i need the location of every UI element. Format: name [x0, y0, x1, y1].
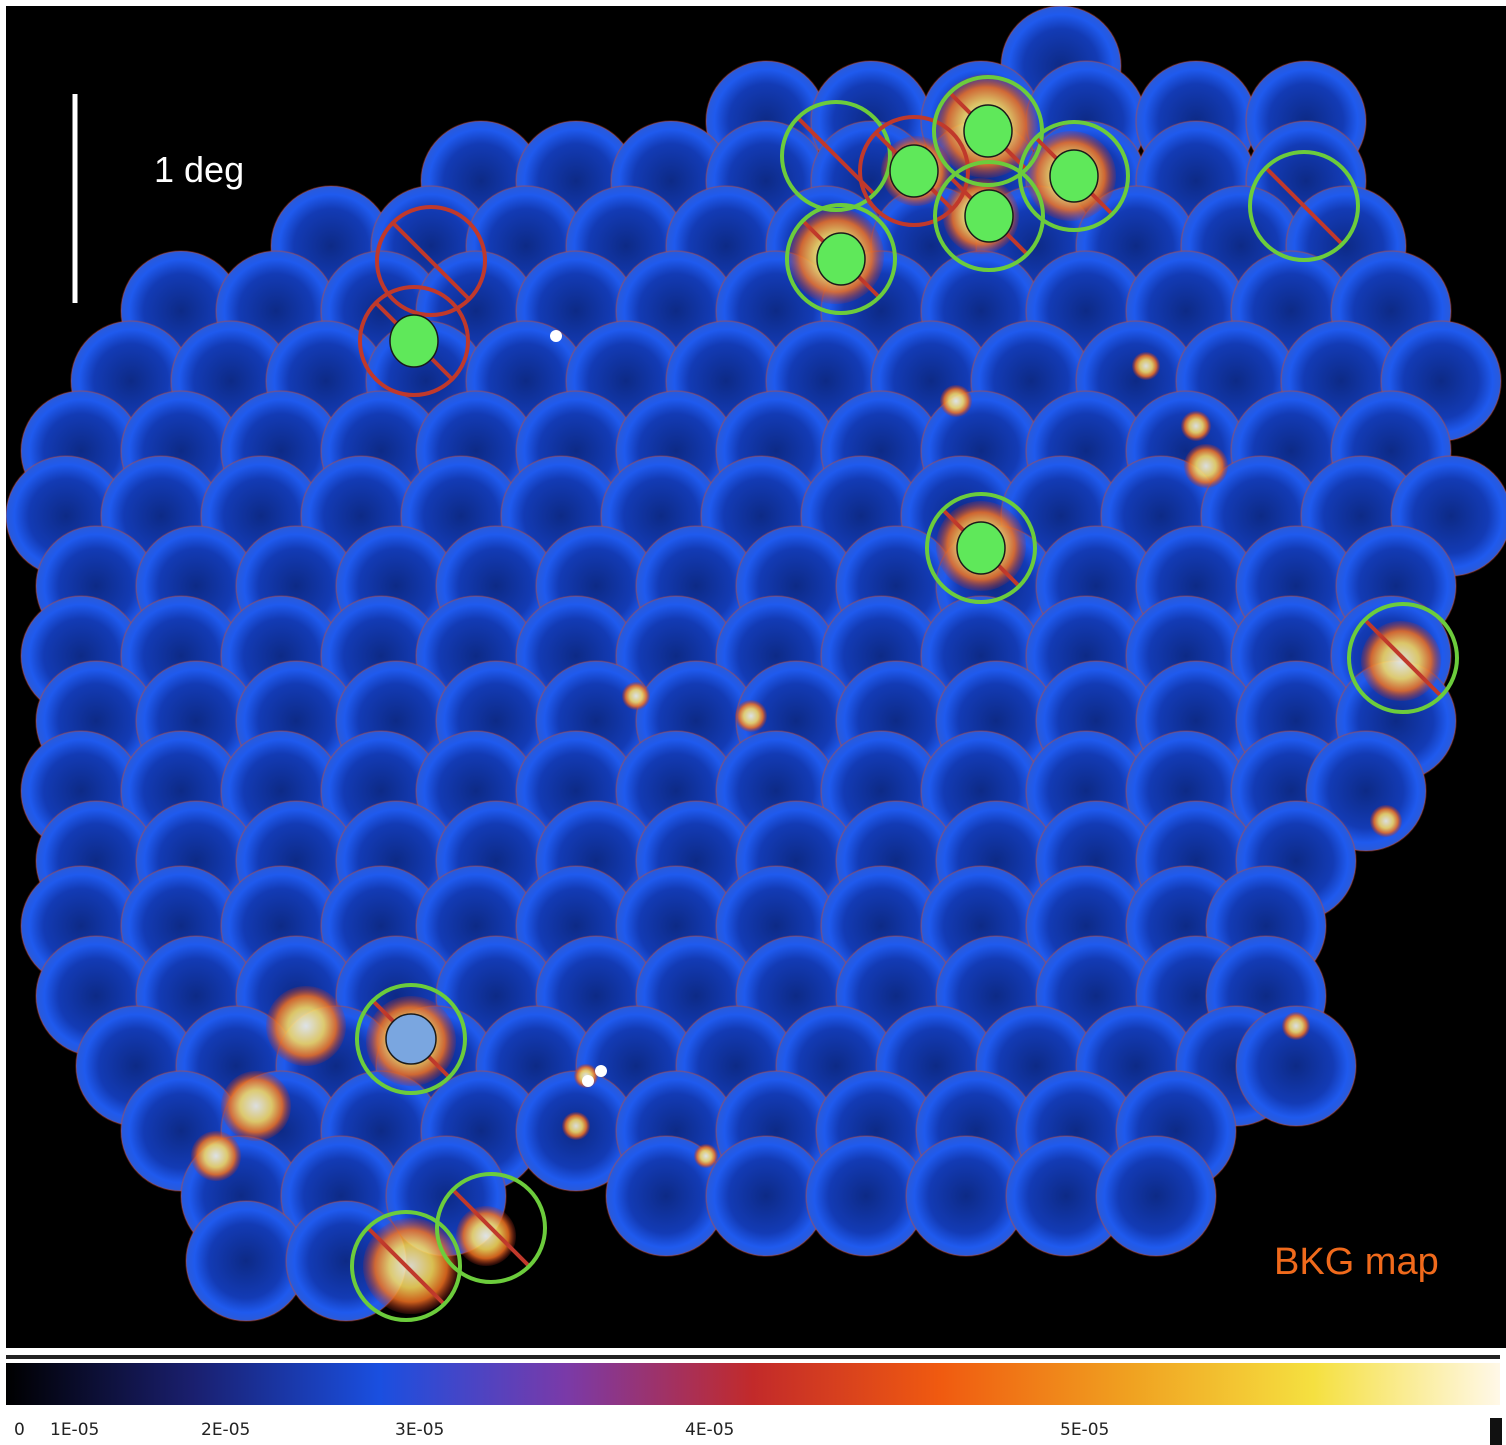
bright-emission-spot: [735, 700, 767, 732]
green-source-marker: [389, 314, 439, 368]
bright-emission-spot: [221, 1071, 291, 1141]
colorbar-ticks: 0 1E-05 2E-05 3E-05 4E-05 5E-05: [0, 1420, 1506, 1445]
pointing-tile: [1095, 1135, 1217, 1257]
selected-field-ring: [925, 492, 1037, 604]
bright-emission-spot: [1370, 805, 1402, 837]
bright-emission-spot: [1184, 444, 1228, 488]
bright-emission-spot: [363, 1218, 459, 1314]
point-source: [595, 1065, 607, 1077]
bright-emission-spot: [1132, 352, 1160, 380]
exclusion-strike-line: [365, 1225, 447, 1307]
colorbar-tick-label: 2E-05: [201, 1420, 251, 1440]
selected-field-ring: [435, 1172, 547, 1284]
selected-field-ring: [1018, 120, 1130, 232]
selected-field-ring: [350, 1210, 462, 1322]
bright-emission-spot: [622, 682, 650, 710]
bright-emission-spot: [456, 1206, 516, 1266]
bright-emission-spot: [191, 1131, 241, 1181]
colorbar-tick-label: 0: [14, 1420, 25, 1440]
point-source: [550, 330, 562, 342]
green-source-marker: [889, 144, 939, 198]
selected-field-ring: [1248, 150, 1360, 262]
excluded-field-ring: [358, 285, 470, 397]
exclusion-strike-line: [390, 220, 472, 302]
exclusion-strike-line: [1263, 165, 1345, 247]
excluded-field-ring: [858, 115, 970, 227]
selected-field-ring: [933, 160, 1045, 272]
bright-emission-spot: [1282, 1012, 1310, 1040]
map-title-label: BKG map: [1274, 1241, 1439, 1283]
selected-field-ring: [785, 203, 897, 315]
colorbar: [6, 1355, 1500, 1405]
blue-source-marker: [385, 1013, 437, 1065]
green-source-marker: [956, 521, 1006, 575]
source-annotations: [350, 75, 1459, 1322]
selected-field-ring: [780, 100, 892, 212]
bright-emission-spot: [1181, 411, 1211, 441]
colorbar-tick-label: 1E-05: [50, 1420, 100, 1440]
pointing-tile: [1235, 1005, 1357, 1127]
pointing-tiles: [6, 6, 1506, 1322]
bright-emission-spot: [940, 385, 972, 417]
bright-emission-spot: [694, 1144, 718, 1168]
bright-emission-spot: [562, 1112, 590, 1140]
bright-emission-spot: [1361, 621, 1441, 701]
colorbar-end-mark: [1490, 1418, 1502, 1445]
colorbar-tick-label: 4E-05: [685, 1420, 735, 1440]
green-source-marker: [963, 104, 1013, 158]
bright-emission-spot: [266, 986, 346, 1066]
green-source-marker: [1049, 149, 1099, 203]
exclusion-strike-line: [450, 1187, 532, 1269]
background-map: 1 deg BKG map: [6, 6, 1506, 1348]
excluded-field-ring: [375, 205, 487, 317]
colorbar-tick-label: 3E-05: [395, 1420, 445, 1440]
point-source: [582, 1075, 594, 1087]
green-source-marker: [816, 232, 866, 286]
green-source-marker: [964, 189, 1014, 243]
colorbar-tick-label: 5E-05: [1060, 1420, 1110, 1440]
map-canvas: [6, 6, 1506, 1322]
selected-field-ring: [355, 983, 467, 1095]
scale-bar-label: 1 deg: [154, 149, 245, 190]
selected-field-ring: [1347, 602, 1459, 714]
exclusion-strike-line: [1362, 617, 1444, 699]
